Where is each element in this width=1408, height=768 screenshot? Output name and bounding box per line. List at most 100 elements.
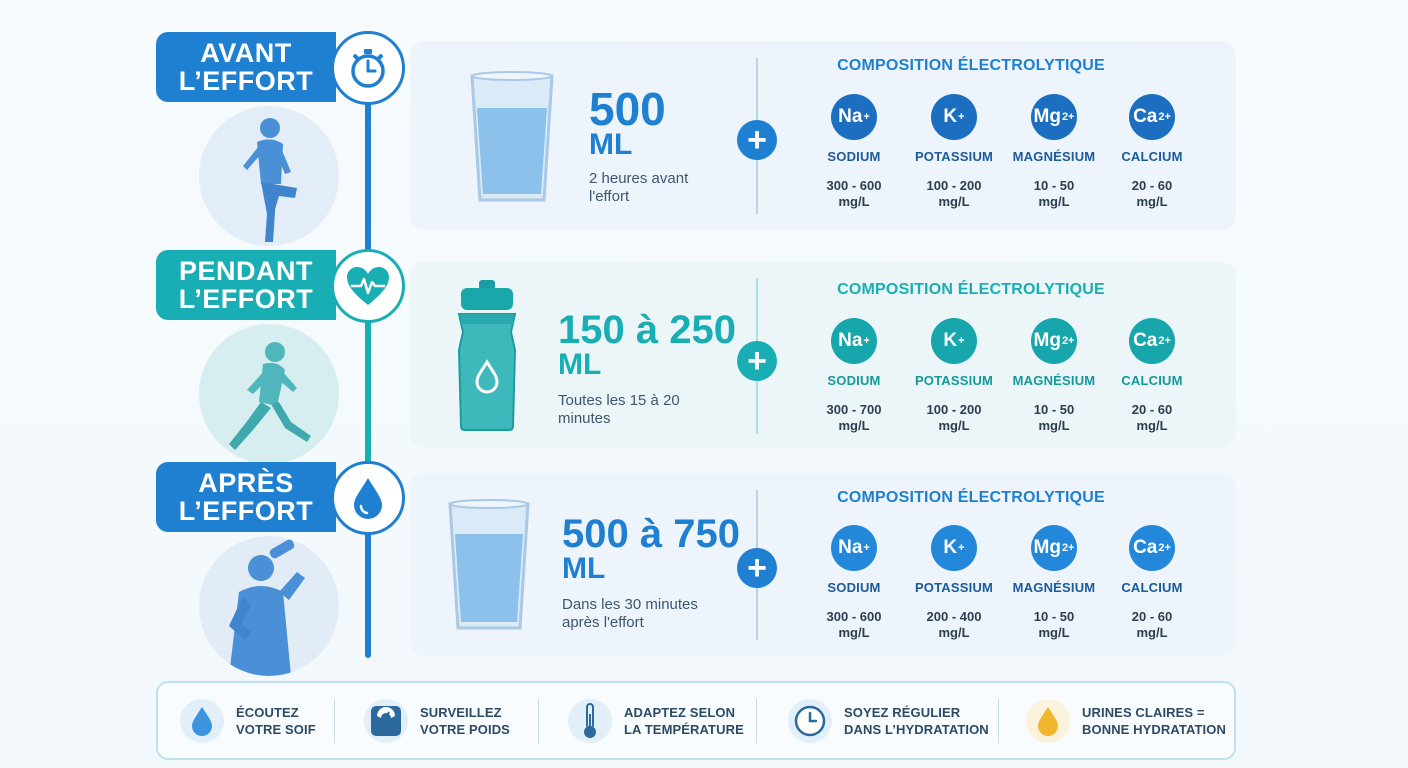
volume-unit: ML <box>558 348 602 381</box>
scale-icon <box>371 705 401 736</box>
electrolyte-sodium: Na + SODIUM 300 - 600 mg/L <box>804 525 904 641</box>
element-name: CALCIUM <box>1121 580 1183 595</box>
element-charge: 2+ <box>1158 111 1171 123</box>
element-charge: + <box>958 111 965 123</box>
element-unit: mg/L <box>938 418 970 433</box>
element-symbol: Ca <box>1133 106 1158 127</box>
composition-title: COMPOSITION ÉLECTROLYTIQUE <box>837 57 1105 74</box>
electrolyte-calcium: Ca 2+ CALCIUM 20 - 60 mg/L <box>1102 525 1202 641</box>
electrolyte-sodium: Na + SODIUM 300 - 600 mg/L <box>804 94 904 210</box>
element-unit: mg/L <box>838 418 870 433</box>
calcium-badge: Ca 2+ <box>1129 94 1175 140</box>
tip-divider <box>998 699 999 743</box>
tip-icon-wrap <box>1026 698 1070 743</box>
timeline-line-apres <box>365 530 371 658</box>
electrolyte-potassium: K + POTASSIUM 200 - 400 mg/L <box>904 525 1004 641</box>
element-name: SODIUM <box>827 149 881 164</box>
magnesium-badge: Mg 2+ <box>1031 318 1077 364</box>
phase-label-apres: APRÈS L’EFFORT <box>156 462 336 532</box>
tip-text: SOYEZ RÉGULIER DANS L’HYDRATATION <box>844 704 989 737</box>
element-range: 200 - 400 <box>926 609 982 624</box>
element-charge: + <box>958 335 965 347</box>
element-range: 10 - 50 <box>1033 402 1075 417</box>
element-charge: + <box>863 111 870 123</box>
electrolyte-calcium: Ca 2+ CALCIUM 20 - 60 mg/L <box>1102 94 1202 210</box>
element-name: POTASSIUM <box>914 373 994 388</box>
element-symbol: Mg <box>1033 537 1061 558</box>
plus-icon: + <box>737 548 777 588</box>
element-symbol: Ca <box>1133 330 1158 351</box>
tip-divider <box>538 699 539 743</box>
stopwatch-icon <box>351 49 385 88</box>
tip-text: ADAPTEZ SELON LA TEMPÉRATURE <box>624 704 744 737</box>
element-name: POTASSIUM <box>914 580 994 595</box>
tip-text: URINES CLAIRES = BONNE HYDRATATION <box>1082 704 1226 737</box>
element-charge: 2+ <box>1061 542 1075 554</box>
tip-regular: SOYEZ RÉGULIER DANS L’HYDRATATION <box>788 683 989 758</box>
volume-value: 500 à 750 <box>562 512 740 556</box>
element-symbol: Na <box>838 106 863 127</box>
tip-thirst: ÉCOUTEZ VOTRE SOIF <box>180 683 316 758</box>
timeline-line-pendant <box>365 320 371 470</box>
element-unit: mg/L <box>838 194 870 209</box>
element-charge: 2+ <box>1158 542 1171 554</box>
element-range: 20 - 60 <box>1131 609 1173 624</box>
element-unit: mg/L <box>938 625 970 640</box>
phase-title-line1: APRÈS <box>198 468 294 498</box>
drinking-athlete-illustration <box>199 536 339 676</box>
element-charge: + <box>863 542 870 554</box>
element-symbol: K <box>943 106 958 127</box>
composition-title: COMPOSITION ÉLECTROLYTIQUE <box>837 281 1105 298</box>
element-unit: mg/L <box>1136 418 1168 433</box>
element-charge: + <box>958 542 965 554</box>
element-symbol: Mg <box>1033 330 1061 351</box>
potassium-badge: K + <box>931 94 977 140</box>
sports-bottle-icon <box>457 280 517 431</box>
phase-label-pendant: PENDANT L’EFFORT <box>156 250 336 320</box>
volume-value: 150 à 250 <box>558 308 736 352</box>
volume-unit: ML <box>562 552 606 585</box>
element-range: 20 - 60 <box>1131 402 1173 417</box>
water-drop-badge <box>331 461 405 535</box>
element-name: CALCIUM <box>1121 373 1183 388</box>
element-unit: mg/L <box>938 194 970 209</box>
thermometer-icon <box>584 702 596 738</box>
tip-text: ÉCOUTEZ VOTRE SOIF <box>236 704 316 737</box>
volume-note: Dans les 30 minutes après l'effort <box>562 596 698 631</box>
element-name: POTASSIUM <box>914 149 994 164</box>
phase-title-line2: L’EFFORT <box>178 66 314 96</box>
element-name: SODIUM <box>827 373 881 388</box>
electrolyte-calcium: Ca 2+ CALCIUM 20 - 60 mg/L <box>1102 318 1202 434</box>
heart-pulse-badge <box>331 249 405 323</box>
element-charge: 2+ <box>1061 335 1075 347</box>
sodium-badge: Na + <box>831 525 877 571</box>
electrolyte-sodium: Na + SODIUM 300 - 700 mg/L <box>804 318 904 434</box>
water-glass-icon <box>448 499 530 630</box>
plus-icon: + <box>737 120 777 160</box>
tip-text: SURVEILLEZ VOTRE POIDS <box>420 704 510 737</box>
element-unit: mg/L <box>1038 625 1070 640</box>
phase-title-line1: AVANT <box>200 38 292 68</box>
water-drop-icon <box>192 706 212 736</box>
element-range: 10 - 50 <box>1033 609 1075 624</box>
electrolyte-potassium: K + POTASSIUM 100 - 200 mg/L <box>904 318 1004 434</box>
tip-icon-wrap <box>180 698 224 743</box>
element-name: SODIUM <box>827 580 881 595</box>
element-range: 300 - 600 <box>826 178 882 193</box>
tip-divider <box>334 699 335 743</box>
tip-weight: SURVEILLEZ VOTRE POIDS <box>364 683 510 758</box>
magnesium-badge: Mg 2+ <box>1031 525 1077 571</box>
element-charge: 2+ <box>1061 111 1075 123</box>
element-unit: mg/L <box>1038 194 1070 209</box>
water-drop-icon <box>354 478 382 519</box>
element-unit: mg/L <box>1136 625 1168 640</box>
phase-title-line1: PENDANT <box>178 256 313 286</box>
electrolyte-magnesium: Mg 2+ MAGNÉSIUM 10 - 50 mg/L <box>1004 318 1104 434</box>
calcium-badge: Ca 2+ <box>1129 318 1175 364</box>
water-glass-icon <box>470 71 554 202</box>
urine-drop-icon <box>1038 706 1058 736</box>
element-symbol: Ca <box>1133 537 1158 558</box>
stretching-athlete-illustration <box>199 106 339 246</box>
element-range: 100 - 200 <box>926 402 982 417</box>
phase-title-line2: L’EFFORT <box>178 496 314 526</box>
